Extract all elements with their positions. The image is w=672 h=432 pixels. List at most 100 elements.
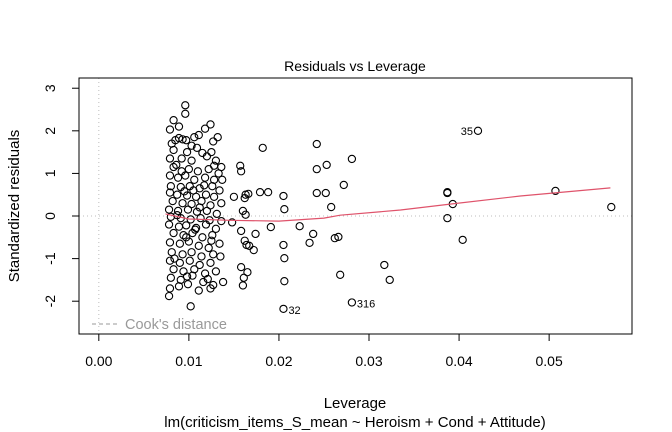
data-point [245, 241, 254, 250]
data-point [207, 236, 216, 245]
data-point [195, 260, 204, 270]
data-point [195, 203, 204, 212]
data-point [165, 188, 175, 197]
labeled-data-point [473, 126, 483, 135]
data-point [194, 286, 203, 295]
y-tick-label: 1 [42, 169, 58, 177]
data-point [312, 165, 321, 174]
labeled-data-point [347, 298, 357, 307]
y-tick-label: -2 [42, 295, 58, 308]
y-tick-label: 3 [42, 84, 58, 92]
data-point [197, 252, 206, 261]
data-point [165, 154, 175, 163]
data-point [169, 228, 178, 238]
data-point [227, 218, 237, 227]
data-point [551, 186, 560, 196]
data-point [212, 209, 221, 219]
data-point [200, 124, 210, 133]
data-point [200, 181, 209, 190]
data-point [174, 282, 184, 291]
data-point [208, 231, 217, 240]
data-point [169, 265, 178, 274]
data-point [200, 173, 210, 182]
data-point [182, 272, 192, 281]
data-point [164, 205, 174, 214]
data-point [169, 162, 178, 172]
data-point [218, 175, 227, 184]
y-tick-label: 2 [42, 127, 58, 135]
data-point [305, 238, 314, 247]
data-point [201, 190, 211, 199]
data-point [177, 154, 186, 163]
point-label-32: 32 [288, 305, 300, 317]
data-point [309, 229, 318, 239]
data-point [172, 160, 181, 170]
data-point [186, 302, 195, 311]
data-point [173, 173, 183, 182]
point-label-35: 35 [461, 126, 473, 138]
data-point [280, 254, 289, 263]
chart-title: Residuals vs Leverage [284, 58, 426, 74]
data-point [194, 130, 203, 140]
data-point [380, 260, 389, 270]
data-point [181, 101, 190, 110]
data-point [385, 275, 394, 285]
data-point [206, 258, 215, 268]
data-point [209, 137, 218, 146]
data-point [190, 133, 199, 142]
data-point [249, 245, 258, 255]
data-point [229, 192, 239, 201]
data-point [193, 167, 203, 176]
data-point [165, 284, 175, 293]
data-point [238, 281, 248, 290]
data-point [184, 165, 194, 174]
data-point [217, 199, 226, 208]
data-point [194, 241, 203, 250]
data-point [196, 213, 205, 223]
data-point [240, 236, 249, 245]
data-point [211, 156, 221, 165]
data-point [336, 270, 345, 279]
data-point [192, 207, 202, 216]
data-point [164, 220, 174, 229]
data-point [295, 222, 304, 231]
data-point [312, 139, 321, 149]
data-point [339, 180, 348, 190]
x-tick-label: 0.01 [175, 353, 202, 369]
data-point [173, 206, 183, 216]
data-point [192, 143, 202, 153]
data-point [182, 233, 191, 242]
data-point [165, 238, 175, 247]
data-point [189, 186, 198, 195]
data-point [201, 220, 211, 229]
data-point [174, 222, 184, 231]
data-point [202, 152, 212, 161]
data-point [182, 147, 192, 157]
data-point [241, 210, 250, 219]
data-point [178, 250, 187, 259]
data-point [180, 187, 189, 196]
data-point [187, 156, 196, 165]
data-point [178, 199, 187, 208]
data-point [166, 212, 176, 222]
data-point [258, 143, 267, 153]
data-point [183, 280, 193, 289]
data-point [207, 147, 216, 157]
data-point [214, 169, 223, 178]
data-point [280, 277, 289, 286]
data-point [334, 232, 343, 242]
data-point [198, 233, 207, 242]
data-point [190, 175, 199, 184]
data-point [236, 161, 245, 170]
data-point [179, 231, 188, 240]
data-point [164, 291, 174, 301]
data-point [191, 225, 200, 234]
data-point [165, 125, 175, 134]
data-point [240, 193, 249, 203]
x-tick-label: 0.04 [445, 353, 472, 369]
x-tick-label: 0.05 [536, 353, 563, 369]
data-point [183, 205, 193, 214]
data-point [251, 229, 260, 239]
data-point [213, 133, 222, 142]
